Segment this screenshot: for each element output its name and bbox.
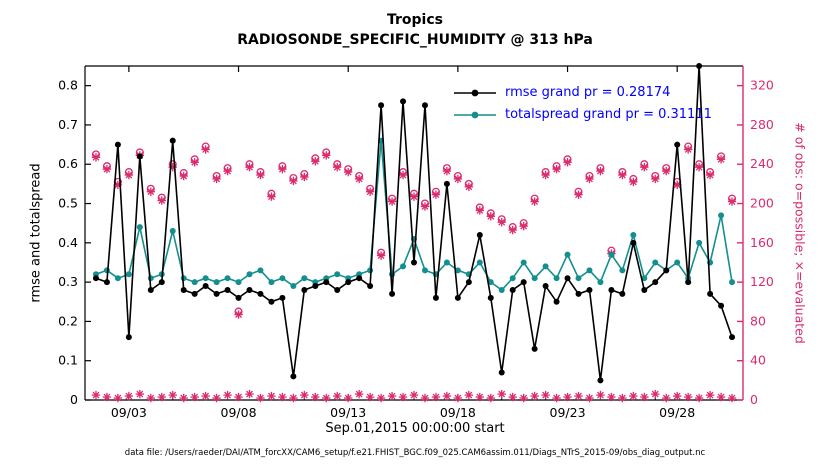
x-tick-label: 09/13: [330, 405, 366, 420]
left-tick-label: 0.3: [58, 274, 78, 289]
series-obs_bottom_row: [91, 389, 737, 403]
right-tick-label: 160: [750, 235, 774, 250]
series-obs_evaluated: [91, 145, 737, 319]
left-tick-label: 0.5: [58, 196, 78, 211]
data-file-caption: data file: /Users/raeder/DAI/ATM_forcXX/…: [124, 448, 706, 458]
x-tick-label: 09/03: [111, 405, 147, 420]
x-tick-label: 09/08: [221, 405, 257, 420]
legend-label-rmse: rmse grand pr = 0.28174: [505, 85, 671, 100]
legend-entry-rmse: rmse grand pr = 0.28174: [452, 82, 712, 103]
right-tick-label: 120: [750, 274, 774, 289]
legend-marker-totalspread: [454, 111, 496, 118]
left-tick-label: 0: [70, 392, 78, 407]
legend-marker-rmse: [454, 89, 496, 96]
left-tick-label: 0.2: [58, 313, 78, 328]
right-tick-label: 200: [750, 196, 774, 211]
x-tick-label: 09/28: [659, 405, 695, 420]
right-axis-label: # of obs: o=possible; ×=evaluated: [792, 122, 808, 344]
series-rmse: [92, 63, 736, 384]
series-totalspread: [92, 137, 736, 293]
left-tick-label: 0.6: [58, 156, 78, 171]
right-tick-label: 0: [750, 392, 758, 407]
right-tick-label: 320: [750, 78, 774, 93]
right-tick-label: 240: [750, 156, 774, 171]
left-tick-label: 0.7: [58, 117, 78, 132]
right-axis-ticks: 0 40 80 120 160 200 240 280 320: [737, 78, 774, 407]
right-tick-label: 80: [750, 313, 766, 328]
legend: rmse grand pr = 0.28174 totalspread grand…: [452, 82, 712, 125]
x-axis-label: Sep.01,2015 00:00:00 start: [325, 421, 505, 436]
legend-label-totalspread: totalspread grand pr = 0.31111: [505, 107, 712, 122]
chart-subtitle: RADIOSONDE_SPECIFIC_HUMIDITY @ 313 hPa: [237, 32, 593, 48]
left-axis-ticks: 0 0.1 0.2 0.3 0.4 0.5 0.6 0.7 0.8: [58, 78, 91, 407]
right-tick-label: 40: [750, 353, 766, 368]
left-tick-label: 0.1: [58, 353, 78, 368]
left-tick-label: 0.8: [58, 78, 78, 93]
chart-title: Tropics: [387, 12, 443, 28]
legend-entry-totalspread: totalspread grand pr = 0.31111: [452, 104, 712, 125]
right-tick-label: 280: [750, 117, 774, 132]
left-tick-label: 0.4: [58, 235, 78, 250]
x-tick-label: 09/23: [550, 405, 586, 420]
x-axis-ticks: 09/03 09/08 09/13 09/18 09/23 09/28: [111, 66, 695, 420]
left-axis-label: rmse and totalspread: [28, 163, 44, 303]
series-obs_possible: [91, 142, 737, 316]
x-tick-label: 09/18: [440, 405, 476, 420]
